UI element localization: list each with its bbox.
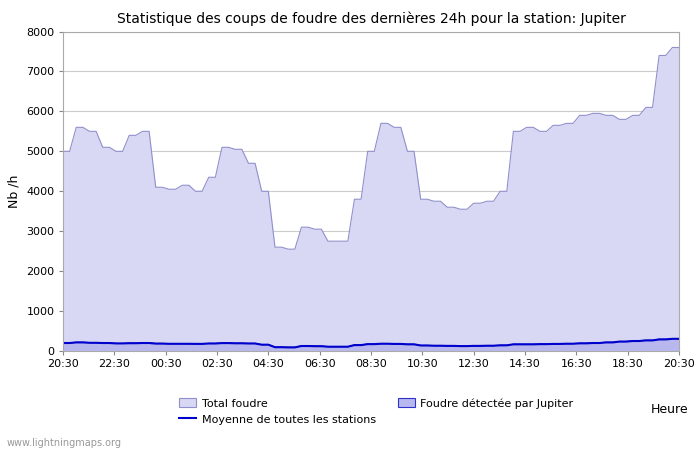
Moyenne de toutes les stations	[668, 336, 677, 342]
Moyenne de toutes les stations	[675, 336, 683, 342]
Moyenne de toutes les stations	[436, 343, 445, 348]
Text: www.lightningmaps.org: www.lightningmaps.org	[7, 438, 122, 448]
Moyenne de toutes les stations	[323, 344, 332, 350]
Moyenne de toutes les stations	[218, 340, 226, 346]
Title: Statistique des coups de foudre des dernières 24h pour la station: Jupiter: Statistique des coups de foudre des dern…	[117, 12, 625, 26]
Moyenne de toutes les stations	[284, 345, 293, 350]
Moyenne de toutes les stations	[529, 342, 538, 347]
Moyenne de toutes les stations	[164, 341, 173, 346]
Legend: Total foudre, Moyenne de toutes les stations, Foudre détectée par Jupiter: Total foudre, Moyenne de toutes les stat…	[179, 398, 573, 425]
Text: Heure: Heure	[651, 403, 689, 416]
Y-axis label: Nb /h: Nb /h	[8, 175, 21, 208]
Line: Moyenne de toutes les stations: Moyenne de toutes les stations	[63, 339, 679, 347]
Moyenne de toutes les stations	[59, 340, 67, 346]
Moyenne de toutes les stations	[304, 343, 312, 349]
